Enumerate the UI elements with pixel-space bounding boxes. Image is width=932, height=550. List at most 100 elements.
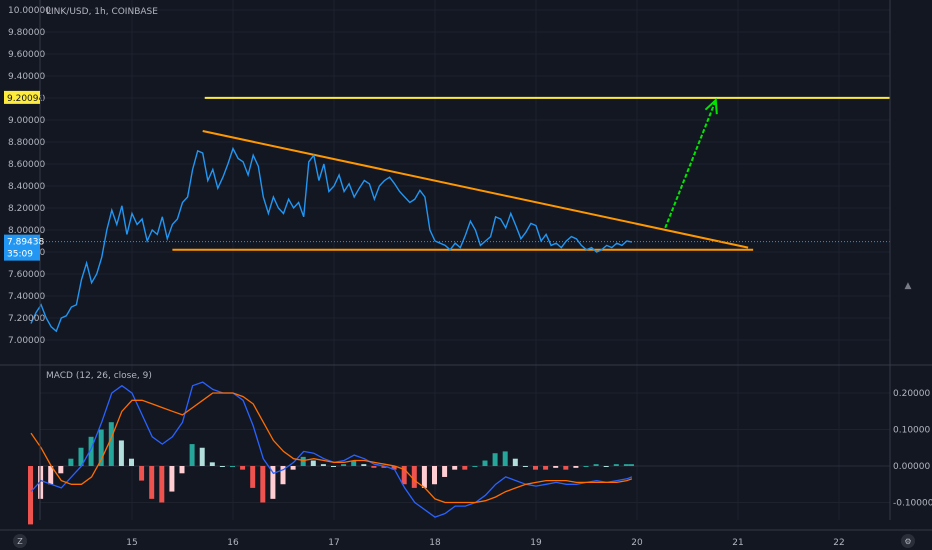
- collapse-icon[interactable]: ▲: [905, 281, 912, 291]
- macd-histogram-bar: [149, 466, 155, 499]
- y-tick-label: 9.40000: [8, 72, 45, 82]
- macd-histogram-bar: [230, 466, 235, 467]
- macd-histogram-bar: [543, 466, 549, 470]
- macd-histogram-bar: [179, 466, 185, 474]
- y-tick-label: 9.80000: [8, 28, 45, 38]
- y-tick-label: 7.20000: [8, 314, 45, 324]
- macd-histogram-bar: [442, 466, 448, 477]
- macd-histogram-bar: [452, 466, 458, 470]
- y-tick-label: 7.40000: [8, 292, 45, 302]
- macd-histogram-bar: [169, 466, 175, 492]
- svg-text:⚙: ⚙: [904, 537, 911, 546]
- price-series: [30, 146, 633, 333]
- macd-histogram-bar: [341, 464, 347, 466]
- projection-arrow-head: [704, 98, 718, 115]
- macd-histogram-bar: [553, 466, 559, 468]
- y-tick-label: 9.00000: [8, 116, 45, 126]
- macd-histogram-bar: [472, 466, 478, 467]
- macd-pane: [28, 381, 890, 525]
- macd-histogram-bar: [583, 466, 589, 467]
- macd-histogram-bar: [118, 440, 124, 466]
- y-tick-label: 8.20000: [8, 204, 45, 214]
- macd-histogram-bar: [331, 466, 336, 467]
- macd-histogram-bar: [462, 466, 468, 470]
- macd-histogram-bar: [401, 466, 407, 485]
- trend-lines: [40, 96, 890, 251]
- zoom-icon[interactable]: Z: [13, 534, 27, 548]
- y-tick-label: 8.60000: [8, 160, 45, 170]
- macd-histogram-bar: [250, 466, 256, 488]
- macd-histogram-bar: [199, 447, 205, 466]
- macd-histogram-bar: [573, 466, 579, 468]
- macd-histogram-bar: [411, 466, 417, 488]
- macd-histogram-bar: [189, 444, 195, 466]
- macd-histogram-bar: [533, 466, 538, 470]
- macd-histogram-bar: [78, 447, 84, 466]
- macd-y-tick-label: 0.00000: [893, 462, 930, 472]
- macd-histogram-bar: [290, 466, 296, 470]
- y-tick-label: 7.60000: [8, 270, 45, 280]
- macd-histogram-bar: [593, 464, 599, 466]
- macd-histogram-bar: [613, 464, 619, 466]
- signal-line: [30, 392, 633, 504]
- macd-histogram-bar: [129, 458, 134, 466]
- resistance-price-label: 9.20094: [7, 94, 44, 104]
- macd-histogram-bar: [260, 466, 266, 503]
- y-tick-label: 9.60000: [8, 50, 45, 60]
- macd-histogram-bar: [502, 451, 508, 466]
- price-line: [30, 146, 633, 333]
- y-tick-label: 8.80000: [8, 138, 45, 148]
- macd-histogram-bar: [361, 464, 367, 466]
- macd-histogram-bar: [300, 456, 306, 466]
- macd-histogram-bar: [139, 466, 145, 481]
- macd-histogram-bar: [209, 462, 215, 466]
- macd-histogram-bar: [280, 466, 286, 485]
- macd-histogram-bar: [68, 458, 74, 466]
- last-price-badge: [4, 234, 40, 261]
- y-tick-label: 7.00000: [8, 336, 45, 346]
- macd-histogram-bar: [28, 466, 33, 525]
- macd-y-tick-label: 0.20000: [893, 389, 930, 399]
- macd-histogram-bar: [421, 466, 427, 488]
- macd-y-tick-label: -0.10000: [893, 499, 932, 509]
- x-tick-label: 21: [732, 538, 743, 548]
- macd-histogram-bar: [603, 466, 609, 467]
- x-tick-label: 19: [530, 538, 542, 548]
- macd-title: MACD (12, 26, close, 9): [46, 371, 152, 381]
- chart-title: LINK/USD, 1h, COINBASE: [46, 7, 158, 17]
- macd-histogram-bar: [371, 466, 377, 468]
- svg-text:Z: Z: [17, 537, 23, 546]
- macd-histogram-bar: [492, 453, 498, 466]
- macd-histogram-bar: [482, 460, 488, 466]
- macd-histogram-bar: [522, 466, 528, 467]
- countdown-label: 35:09: [7, 250, 33, 260]
- macd-histogram-bar: [48, 466, 54, 485]
- y-tick-label: 10.00000: [8, 6, 51, 16]
- last-price-label: 7.89438: [7, 238, 44, 248]
- macd-histogram-bar: [512, 458, 518, 466]
- macd-histogram-bar: [270, 466, 276, 499]
- macd-histogram-bar: [58, 466, 64, 474]
- macd-histogram-bar: [381, 466, 387, 468]
- macd-histogram-bar: [391, 466, 397, 470]
- trend-upper: [202, 130, 749, 249]
- macd-histogram-bar: [432, 466, 437, 485]
- resistance-price-badge: [4, 90, 40, 104]
- macd-histogram-bar: [88, 436, 94, 466]
- macd-histogram-bar: [108, 422, 114, 466]
- x-tick-label: 15: [126, 538, 137, 548]
- settings-icon[interactable]: ⚙: [901, 534, 915, 548]
- x-tick-label: 22: [833, 538, 844, 548]
- macd-histogram-bar: [310, 460, 316, 466]
- macd-histogram-bar: [219, 466, 225, 467]
- macd-histogram-bar: [159, 466, 165, 503]
- macd-histogram-bar: [98, 429, 104, 466]
- projection-arrow: [664, 99, 717, 229]
- x-tick-label: 16: [227, 538, 239, 548]
- x-tick-label: 18: [429, 538, 441, 548]
- y-tick-label: 8.40000: [8, 182, 45, 192]
- macd-histogram-bar: [563, 466, 569, 470]
